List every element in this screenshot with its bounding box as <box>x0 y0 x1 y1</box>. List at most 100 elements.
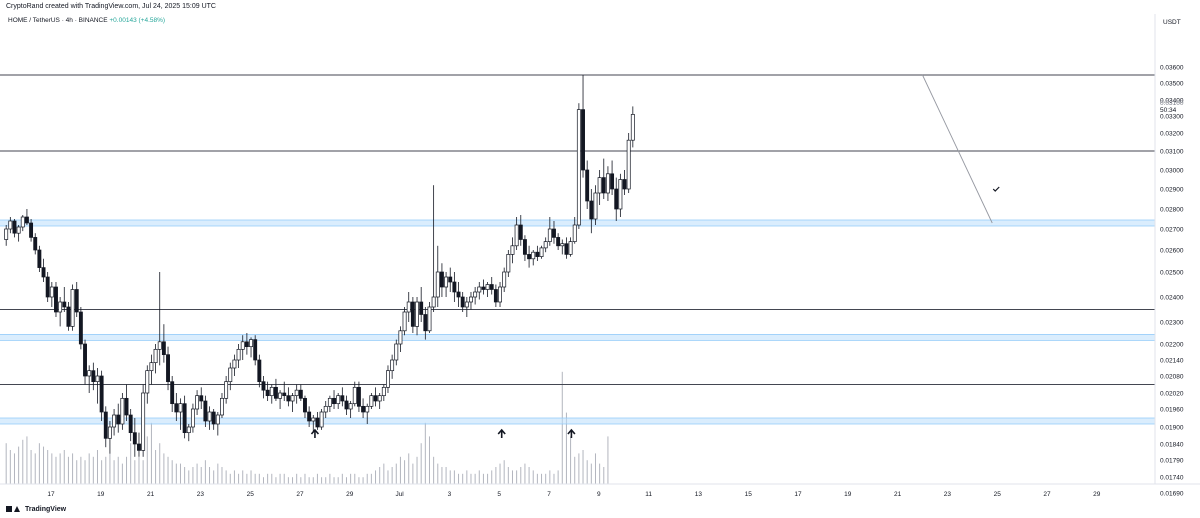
price-tick-label: 0.03400 <box>1160 98 1184 105</box>
candle <box>402 307 407 336</box>
candle-body-down <box>273 386 278 399</box>
candlestick-chart[interactable]: USDT 0.03600 0.03500 0.03400 0.03300 0.03200 0… <box>0 14 1200 501</box>
candle <box>12 219 17 238</box>
time-axis[interactable]: 17 19 21 23 25 27 29 Jul 3 5 7 9 11 13 15 17 19 21 23 25 27 2… <box>47 491 1100 498</box>
candle-body-down <box>45 276 50 298</box>
price-tick-label: 0.02800 <box>1160 207 1184 214</box>
candle-body-down <box>261 381 266 391</box>
candle-body-up <box>220 397 224 416</box>
price-tick-label: 0.01960 <box>1160 407 1184 414</box>
candle <box>547 217 552 246</box>
candle <box>37 245 42 272</box>
candle-body-up <box>477 286 482 293</box>
price-tick-label: 0.02400 <box>1160 295 1184 302</box>
candle <box>510 237 515 264</box>
candle <box>415 297 419 336</box>
candle-body-down <box>315 417 320 428</box>
arrow-head <box>497 428 506 435</box>
candle-body-up <box>49 286 54 298</box>
candle-body-down <box>182 403 187 434</box>
candle-body-up <box>8 220 13 230</box>
candle <box>16 225 21 242</box>
candle-body-up <box>543 241 548 249</box>
candle <box>273 378 278 401</box>
price-axis[interactable]: USDT 0.03600 0.03500 0.03400 0.03300 0.03200 0… <box>0 14 1200 498</box>
candle-body-down <box>564 243 569 255</box>
symbol-name[interactable]: HOME / TetherUS · 4h · BINANCE <box>8 17 108 24</box>
candle-body-down <box>581 109 585 171</box>
candle-body-up <box>141 392 146 451</box>
chart-area[interactable]: USDT 0.03600 0.03500 0.03400 0.03300 0.03200 0… <box>0 14 1200 501</box>
candle-body-up <box>406 301 411 313</box>
candle-body-down <box>132 432 137 445</box>
time-tick-label: 23 <box>197 491 205 498</box>
candle-body-up <box>232 359 237 369</box>
candle <box>564 237 569 259</box>
price-tick-label: 0.01790 <box>1160 458 1184 465</box>
candle-body-up <box>107 426 112 439</box>
arrow-up-icon <box>497 428 506 438</box>
candle <box>261 376 266 399</box>
candle <box>4 225 9 246</box>
candle-body-up <box>112 414 117 428</box>
time-tick-label: 29 <box>1093 491 1101 498</box>
candle-body-up <box>547 228 552 242</box>
candle-body-up <box>402 311 407 332</box>
candle-body-up <box>207 411 212 422</box>
price-tick-label: 0.03600 <box>1160 65 1184 72</box>
drawings <box>310 74 1000 438</box>
candle <box>630 106 635 148</box>
candle <box>464 297 469 317</box>
candle-body-up <box>630 114 635 141</box>
price-change: +0.00143 (+4.58%) <box>109 17 166 24</box>
candle <box>390 354 395 379</box>
candle-body-down <box>170 381 175 405</box>
price-tick-label: 0.02700 <box>1160 227 1184 234</box>
check-icon <box>992 186 1000 192</box>
candle-body-up <box>576 109 581 226</box>
candle <box>469 292 473 310</box>
candle <box>352 381 357 407</box>
time-tick-label: 5 <box>497 491 501 498</box>
candle-body-up <box>514 224 519 247</box>
candle <box>24 209 29 225</box>
candle <box>78 307 83 350</box>
candle-body-down <box>29 222 34 238</box>
candle-body-up <box>290 395 295 402</box>
candle <box>435 245 440 307</box>
candle <box>45 272 50 302</box>
candle-body-up <box>327 397 332 407</box>
candle-body-down <box>610 173 615 190</box>
footer: TradingView <box>6 503 66 515</box>
candle-body-up <box>4 228 9 240</box>
price-tick-label: 0.02900 <box>1160 187 1184 194</box>
candle-body-up <box>469 296 473 303</box>
currency-label: USDT <box>1163 19 1181 26</box>
candle <box>622 170 627 195</box>
descending-trendline[interactable] <box>922 74 993 224</box>
candle-body-down <box>74 289 79 313</box>
candle-body-down <box>303 397 307 413</box>
candle <box>170 376 175 412</box>
candle <box>572 217 577 244</box>
candle <box>498 282 502 307</box>
candle <box>344 395 349 415</box>
candle <box>552 221 556 244</box>
candle <box>182 395 187 439</box>
price-tick-label: 0.03200 <box>1160 131 1184 138</box>
candle <box>340 387 345 407</box>
candle-body-down <box>78 311 83 345</box>
candle-body-up <box>369 395 374 407</box>
candle-body-down <box>522 239 527 255</box>
candle <box>132 418 137 457</box>
credit-text: CryptoRand created with TradingView.com,… <box>6 3 216 10</box>
candle-body-down <box>340 395 345 402</box>
price-tick-label: 0.02500 <box>1160 270 1184 277</box>
candle-body-down <box>33 237 38 251</box>
candle-body-down <box>37 249 42 268</box>
last-price-label: 0.03100 <box>1160 100 1184 107</box>
candle <box>66 302 71 331</box>
price-tick-label: 0.01740 <box>1160 475 1184 482</box>
candle <box>29 219 34 242</box>
candle-body-down <box>124 397 129 416</box>
